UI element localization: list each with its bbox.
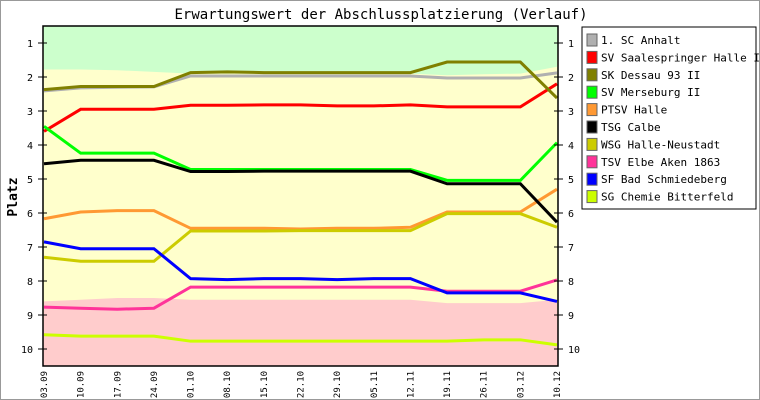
plot-frame — [42, 25, 559, 367]
legend-label-3: SV Merseburg II — [601, 86, 700, 99]
x-tick-label: 22.10 — [297, 371, 307, 398]
x-tick-label: 10.09 — [77, 371, 87, 398]
x-tick-label: 29.10 — [333, 371, 343, 398]
y-tick-label-left: 4 — [27, 141, 33, 152]
y-tick-label-left: 9 — [27, 311, 33, 322]
x-tick-label: 03.12 — [516, 371, 526, 398]
legend-swatch-3 — [586, 85, 598, 99]
legend-label-4: PTSV Halle — [601, 104, 667, 117]
legend-label-1: SV Saalespringer Halle II — [601, 51, 760, 64]
series-line-9 — [43, 333, 558, 347]
x-tick-label: 26.11 — [480, 371, 490, 398]
x-tick-label: 10.12 — [553, 371, 563, 398]
series-lines — [43, 60, 559, 347]
legend-label-5: TSG Calbe — [601, 121, 661, 134]
series-line-2 — [43, 60, 559, 100]
x-tick-label: 05.11 — [370, 371, 380, 398]
y-tick-label-left: 5 — [27, 175, 33, 186]
y-tick-label-right: 6 — [568, 209, 574, 220]
legend-label-9: SG Chemie Bitterfeld — [601, 191, 733, 204]
legend-label-2: SK Dessau 93 II — [601, 69, 700, 82]
x-tick-label: 19.11 — [443, 371, 453, 398]
y-tick-label-left: 8 — [27, 277, 33, 288]
y-tick-label-right: 10 — [568, 345, 580, 356]
legend-swatch-4 — [586, 103, 598, 117]
y-tick-label-left: 6 — [27, 209, 33, 220]
x-tick-label: 08.10 — [223, 371, 233, 398]
y-tick-label-left: 1 — [27, 39, 33, 50]
legend-swatch-5 — [586, 120, 598, 134]
legend-swatch-6 — [586, 137, 598, 151]
legend-swatch-9 — [586, 190, 598, 204]
legend-swatch-0 — [586, 33, 598, 47]
chart-title: Erwartungswert der Abschlussplatzierung … — [174, 7, 587, 23]
y-tick-label-left: 2 — [27, 73, 33, 84]
legend-label-7: TSV Elbe Aken 1863 — [601, 156, 720, 169]
series-line-8 — [43, 240, 558, 303]
y-tick-label-right: 2 — [568, 73, 574, 84]
y-tick-label-left: 3 — [27, 107, 33, 118]
series-line-3 — [43, 125, 559, 182]
y-tick-label-right: 8 — [568, 277, 574, 288]
legend-swatch-7 — [586, 155, 598, 169]
promotion-zone — [43, 26, 558, 76]
legend-swatch-8 — [586, 172, 598, 186]
legend-label-8: SF Bad Schmiedeberg — [601, 173, 727, 186]
series-line-5 — [43, 158, 559, 224]
y-tick-label-right: 1 — [568, 39, 574, 50]
legend-label-6: WSG Halle-Neustadt — [601, 138, 720, 151]
y-tick-label-left: 7 — [27, 243, 33, 254]
series-line-7 — [43, 278, 558, 311]
x-tick-label: 12.11 — [406, 371, 416, 398]
legend-box — [581, 26, 757, 210]
series-line-1 — [43, 82, 558, 133]
legend: 1. SC Anhalt SV Saalespringer Halle II SK … — [581, 26, 760, 210]
x-tick-label: 24.09 — [150, 371, 160, 398]
x-tick-label: 15.10 — [260, 371, 270, 398]
y-tick-label-right: 5 — [568, 175, 574, 186]
y-tick-label-right: 4 — [568, 141, 574, 152]
y-tick-label-right: 3 — [568, 107, 574, 118]
x-tick-label: 01.10 — [187, 371, 197, 398]
legend-swatch-2 — [586, 68, 598, 82]
series-line-6 — [43, 212, 558, 263]
axes: 1 1 2 2 3 3 4 4 5 5 6 6 7 7 8 8 9 9 10 10 03.09 10.09 17.09 24.… — [21, 25, 580, 398]
y-tick-label-right: 9 — [568, 311, 574, 322]
series-line-4 — [43, 187, 558, 231]
x-tick-label: 17.09 — [113, 371, 123, 398]
x-tick-label: 03.09 — [40, 371, 50, 398]
relegation-zone — [43, 298, 558, 366]
y-axis-label: Platz — [6, 177, 21, 216]
y-tick-label-left: 10 — [21, 345, 33, 356]
legend-label-0: 1. SC Anhalt — [601, 34, 680, 47]
legend-swatch-1 — [586, 50, 598, 64]
y-tick-label-right: 7 — [568, 243, 574, 254]
